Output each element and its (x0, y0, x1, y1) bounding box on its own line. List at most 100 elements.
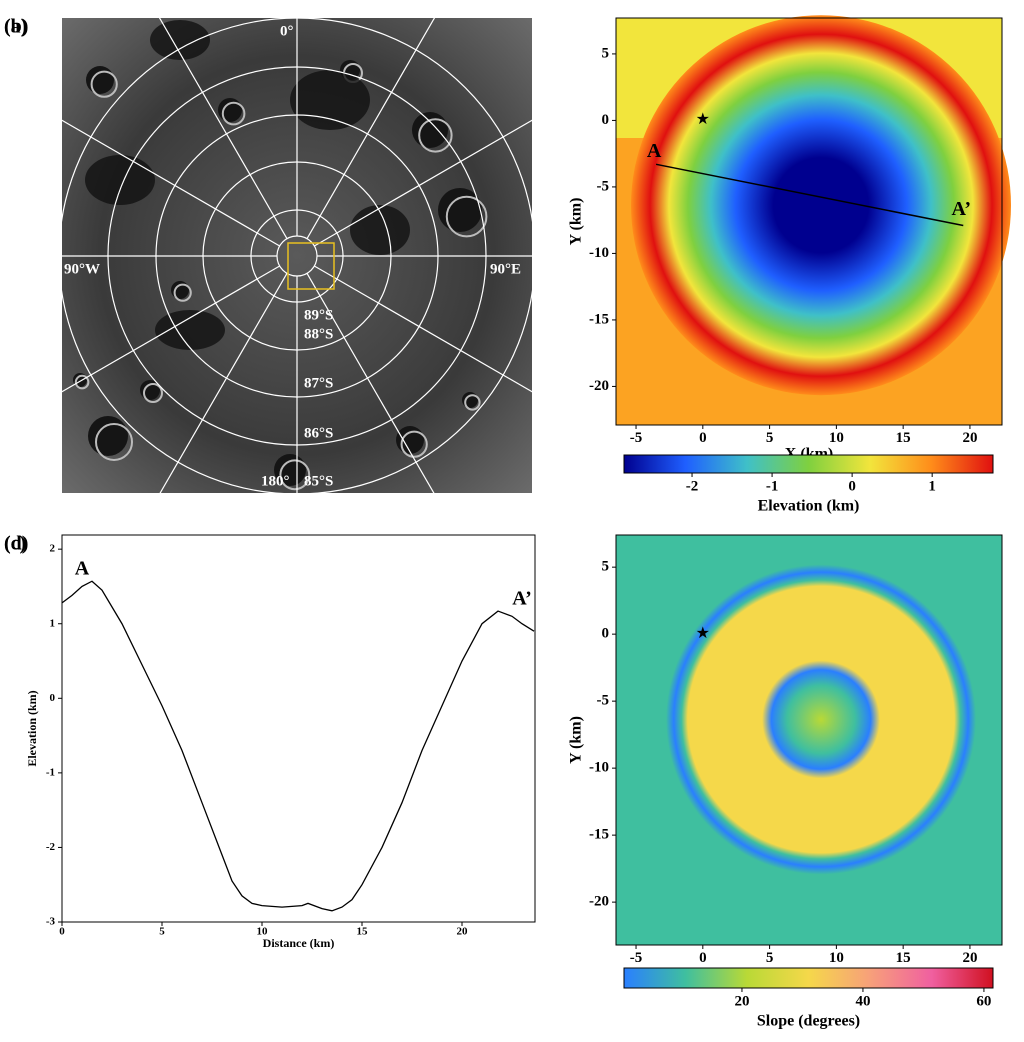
plot-frame (615, 534, 1003, 946)
crater-shadow (218, 98, 242, 122)
colorbar-tick-label: 20 (734, 993, 749, 1009)
clip-mask-left (0, 18, 62, 493)
shadow-region (150, 20, 210, 60)
x-tick-label: 10 (257, 925, 269, 937)
latitude-label: 85°S (304, 473, 333, 489)
shadow-region (350, 205, 410, 255)
north-label: 0° (280, 23, 294, 39)
latitude-label: 86°S (304, 425, 333, 441)
crater-rim (95, 423, 133, 461)
colorbar-tick-label: 1 (928, 478, 936, 494)
panel-label: (d) (4, 533, 28, 555)
profile-line (655, 163, 964, 227)
colorbar-tick-label: 60 (976, 993, 991, 1009)
crater-rim (464, 394, 481, 411)
y-tick-label: -10 (589, 760, 609, 776)
crater-shadow (462, 392, 478, 408)
y-tick-label: -20 (589, 378, 609, 394)
crater-shadow (396, 426, 424, 454)
colorbar-label: Elevation (km) (758, 498, 860, 515)
x-tick-label: 15 (896, 950, 911, 966)
x-tick-label: 0 (699, 430, 707, 446)
y-tick-label: -5 (597, 178, 610, 194)
y-axis-label: Y (km) (568, 716, 585, 764)
clip-mask-right (532, 0, 616, 500)
x-tick-label: 15 (357, 925, 369, 937)
profile-line (61, 580, 535, 912)
y-tick-label: 0 (602, 626, 610, 642)
y-tick-label: 5 (602, 559, 610, 575)
x-tick-label: 5 (766, 950, 774, 966)
crater-rim (400, 430, 428, 458)
crater-rim (74, 374, 90, 390)
y-tick-label: -5 (597, 693, 610, 709)
clip-mask-bottom (62, 493, 532, 505)
latitude-label: 88°S (304, 326, 333, 342)
crater-shadow (171, 281, 189, 299)
x-axis-label: Distance (km) (263, 936, 335, 950)
panel-label: (b) (4, 16, 28, 38)
star-marker: ★ (696, 625, 710, 642)
south-label: 180° (261, 473, 290, 489)
east-label: 90°E (490, 261, 521, 277)
star-marker: ★ (696, 111, 710, 128)
y-axis-label: Y (km) (568, 198, 585, 246)
x-tick-label: 20 (457, 925, 469, 937)
x-tick-label: -5 (630, 950, 643, 966)
colorbar-tick-label: 0 (848, 478, 856, 494)
y-tick-label: 5 (602, 45, 610, 61)
x-tick-label: 10 (829, 950, 844, 966)
plot-frame (61, 534, 536, 923)
x-tick-label: 0 (699, 950, 707, 966)
y-tick-label: -15 (589, 311, 609, 327)
crater-rim (221, 101, 246, 126)
colorbar-label: Slope (degrees) (757, 1013, 860, 1030)
profile-end-label: A’ (951, 198, 971, 220)
study-area (287, 242, 335, 290)
x-tick-label: 20 (962, 950, 977, 966)
crater-shadow (86, 66, 114, 94)
crater-rim (445, 195, 488, 238)
annotation-start: A (75, 558, 90, 580)
shadow-region (290, 70, 370, 130)
y-axis-label: Elevation (km) (25, 690, 39, 766)
crater-shadow (274, 454, 306, 486)
crater-rim (173, 283, 192, 302)
crater-rim (143, 383, 163, 403)
clip-mask-top (62, 0, 532, 18)
shadow-region (155, 310, 225, 350)
crater-rim (279, 459, 311, 491)
y-tick-label: -10 (589, 245, 609, 261)
crater-shadow (88, 416, 128, 456)
x-tick-label: 10 (829, 430, 844, 446)
plot-frame (615, 17, 1003, 426)
latitude-label: 89°S (304, 307, 333, 323)
y-tick-label: 0 (50, 692, 56, 704)
annotation-end: A’ (512, 588, 532, 610)
shadow-region (85, 155, 155, 205)
y-tick-label: -2 (46, 841, 56, 853)
crater-shadow (412, 112, 448, 148)
x-tick-label: 5 (766, 430, 774, 446)
x-tick-label: -5 (630, 430, 643, 446)
y-tick-label: 1 (50, 617, 56, 629)
crater-rim (418, 118, 453, 153)
y-tick-label: 0 (602, 112, 610, 128)
colorbar-tick-label: -2 (686, 478, 699, 494)
x-tick-label: 20 (962, 430, 977, 446)
y-tick-label: -15 (589, 827, 609, 843)
y-tick-label: -20 (589, 894, 609, 910)
x-tick-label: 5 (159, 925, 165, 937)
colorbar-tick-label: 40 (855, 993, 870, 1009)
y-tick-label: -1 (46, 766, 55, 778)
y-tick-label: 2 (50, 543, 56, 555)
panel-label: (c) (4, 533, 26, 555)
colorbar (623, 967, 994, 989)
crater-shadow (73, 373, 87, 387)
west-label: 90°W (64, 261, 100, 277)
y-tick-label: -3 (46, 916, 56, 928)
crater-shadow (438, 188, 482, 232)
profile-start-label: A (647, 140, 662, 162)
x-tick-label: 0 (59, 925, 65, 937)
